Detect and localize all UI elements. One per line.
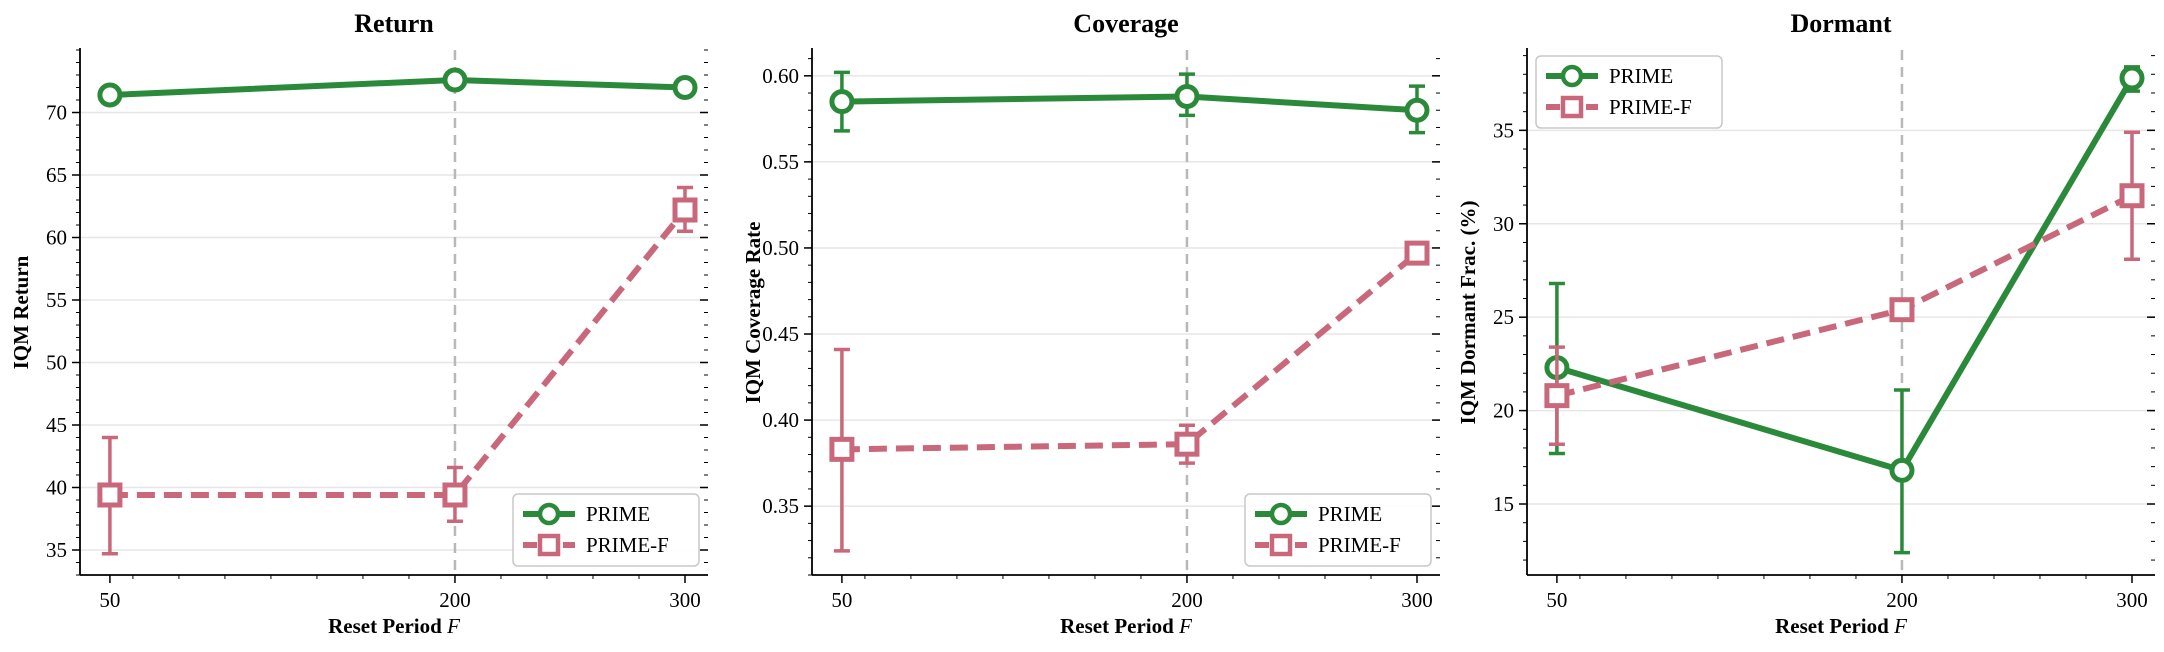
legend-marker [537,502,561,526]
legend: PRIME PRIME-F [512,493,700,567]
panel-return: 35 40 45 50 55 60 65 70 50 200 300 Return Reset Peri… [9,9,708,638]
y-tick-label: 65 [46,163,67,187]
chart-title: Dormant [1790,9,1891,38]
legend-label: PRIME [1609,64,1673,88]
series-line [109,77,686,98]
data-point [829,436,855,462]
legend-label: PRIME [1318,502,1382,526]
x-tick-label: 200 [439,588,471,612]
data-point [97,482,123,508]
y-tick-label: 0.45 [762,322,799,346]
x-axis-label: Reset Period F [328,614,460,638]
y-tick-label: 35 [1493,118,1514,142]
legend: PRIME PRIME-F [1244,493,1432,567]
legend-label: PRIME-F [586,533,669,557]
x-axis-label-variable: F [1178,614,1192,638]
x-tick-label: 200 [1886,588,1918,612]
legend-label: PRIME-F [1318,533,1401,557]
x-tick-label: 50 [1546,588,1567,612]
series-prime-f [97,185,698,556]
data-point [1174,431,1200,457]
x-tick-label: 50 [99,588,120,612]
y-tick-label: 0.50 [762,236,799,260]
legend-marker [537,533,561,557]
data-point [1544,383,1570,409]
data-point [1404,97,1430,123]
legend-label: PRIME [586,502,650,526]
y-tick-label: 70 [46,101,67,125]
y-tick-label: 30 [1493,212,1514,236]
series-prime [97,67,698,108]
series-line [109,208,688,498]
legend-marker [1560,64,1584,88]
y-tick-label: 60 [46,226,67,250]
legend-label: PRIME-F [1609,95,1692,119]
y-axis-label: IQM Return [9,255,33,369]
data-point [2119,65,2145,91]
x-tick-label: 300 [669,588,701,612]
y-tick-label: 40 [46,476,67,500]
x-axis-label: Reset Period F [1775,614,1907,638]
data-point [97,82,123,108]
y-tick-label: 35 [46,538,67,562]
y-axis-label: IQM Dormant Frac. (%) [1456,201,1480,425]
y-tick-label: 0.55 [762,150,799,174]
y-tick-label: 20 [1493,399,1514,423]
data-point [672,197,698,223]
series-prime [829,70,1430,135]
panel-coverage: 0.35 0.40 0.45 0.50 0.55 0.60 50 200 300 Coverage… [741,9,1440,638]
series-line [1556,76,2135,474]
y-tick-label: 0.40 [762,408,799,432]
legend-marker [1269,533,1293,557]
data-point [1889,297,1915,323]
chart-title: Return [354,9,434,38]
series-line [841,250,1419,453]
chart-title: Coverage [1073,9,1178,38]
data-point [829,89,855,115]
y-tick-label: 25 [1493,305,1514,329]
data-point [1889,457,1915,483]
y-tick-label: 55 [46,288,67,312]
y-tick-label: 50 [46,351,67,375]
x-tick-label: 300 [1401,588,1433,612]
series-prime [1544,65,2145,555]
x-tick-label: 200 [1171,588,1203,612]
panel-dormant: 15 20 25 30 35 50 200 300 Dormant Reset Period F I… [1456,9,2155,638]
data-point [672,75,698,100]
x-axis-label-text: Reset Period [1060,614,1179,638]
data-point [442,67,468,93]
legend: PRIME PRIME-F [1535,55,1723,129]
x-axis-label-text: Reset Period [328,614,447,638]
x-axis-label-variable: F [1893,614,1907,638]
series-prime-f [1544,130,2145,446]
x-tick-label: 50 [831,588,852,612]
y-axis-label: IQM Coverage Rate [741,222,765,404]
x-axis-label: Reset Period F [1060,614,1192,638]
x-tick-label: 300 [2116,588,2148,612]
data-point [442,482,468,508]
y-tick-label: 45 [46,413,67,437]
y-tick-label: 0.60 [762,64,799,88]
x-axis-label-variable: F [446,614,460,638]
data-point [2119,183,2145,209]
legend-marker [1269,502,1293,526]
data-point [1404,240,1430,266]
x-axis-label-text: Reset Period [1775,614,1894,638]
y-tick-label: 15 [1493,492,1514,516]
series-line [841,93,1418,114]
data-point [1174,83,1200,109]
series-prime-f [829,240,1430,553]
legend-marker [1560,95,1584,119]
y-tick-label: 0.35 [762,494,799,518]
